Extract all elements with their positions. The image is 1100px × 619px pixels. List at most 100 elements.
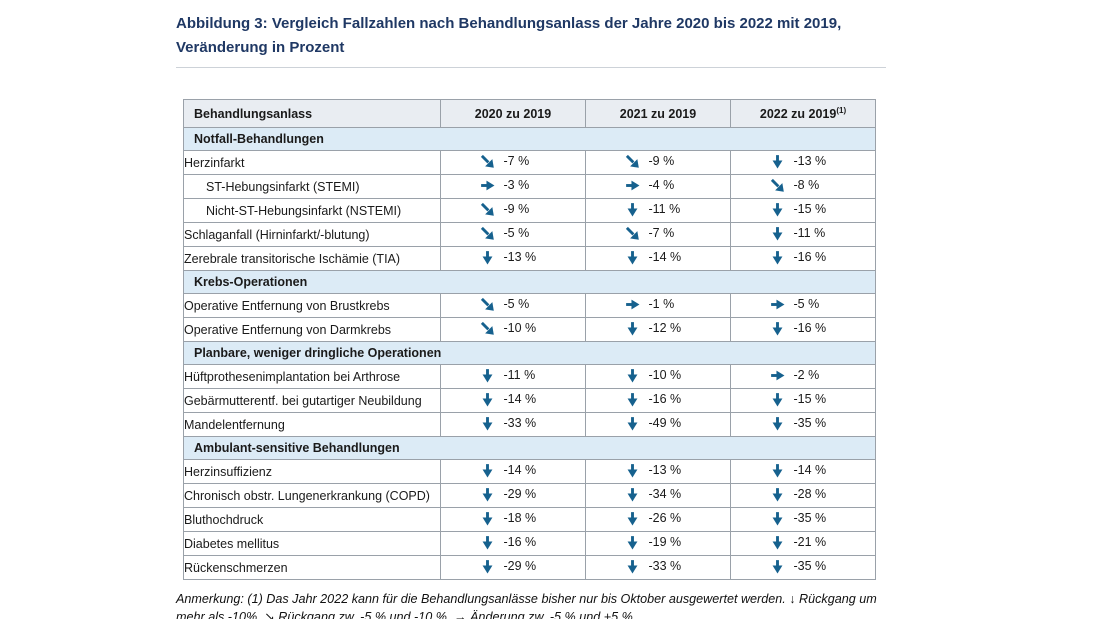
value-wrap: -14 % [479, 462, 548, 479]
section-header-row: Notfall-Behandlungen [183, 127, 876, 151]
down-arrow-icon [769, 558, 787, 575]
table-row: Mandelentfernung -33 % -49 % -35 % [183, 412, 876, 437]
table-row: Diabetes mellitus -16 % -19 % -21 % [183, 531, 876, 556]
value-wrap: -16 % [624, 391, 693, 408]
value-wrap: -5 % [769, 296, 838, 313]
value-text: -10 % [648, 368, 682, 382]
value-text: -16 % [793, 250, 827, 264]
down-arrow-icon [769, 534, 787, 551]
value-cell: -10 % [440, 317, 586, 342]
down-arrow-icon [479, 534, 497, 551]
table-row: Operative Entfernung von Darmkrebs -10 % -… [183, 317, 876, 342]
value-text: -19 % [648, 535, 682, 549]
table-row: Bluthochdruck -18 % -26 % -35 % [183, 507, 876, 532]
value-wrap: -5 % [479, 296, 548, 313]
value-text: -14 % [793, 463, 827, 477]
value-cell: -14 % [440, 459, 586, 484]
column-header-2022: 2022 zu 2019(1) [730, 99, 876, 128]
right-arrow-icon [769, 367, 787, 384]
value-cell: -8 % [730, 174, 876, 199]
value-cell: -35 % [730, 555, 876, 580]
down-arrow-icon [624, 249, 642, 266]
value-cell: -9 % [440, 198, 586, 223]
section-header-row: Planbare, weniger dringliche Operationen [183, 341, 876, 365]
row-label: Operative Entfernung von Brustkrebs [183, 293, 441, 318]
footnote-text: Anmerkung: (1) Das Jahr 2022 kann für di… [176, 592, 877, 619]
row-label: Operative Entfernung von Darmkrebs [183, 317, 441, 342]
value-cell: -12 % [585, 317, 731, 342]
figure-title-line1: Abbildung 3: Vergleich Fallzahlen nach B… [176, 15, 842, 32]
table-row: Zerebrale transitorische Ischämie (TIA) -… [183, 246, 876, 271]
value-text: -34 % [648, 487, 682, 501]
table-row: Rückenschmerzen -29 % -33 % -35 % [183, 555, 876, 580]
value-cell: -7 % [440, 150, 586, 175]
diagonal-down-arrow-icon [479, 201, 497, 218]
table-row: Gebärmutterentf. bei gutartiger Neubildu… [183, 388, 876, 413]
value-cell: -19 % [585, 531, 731, 556]
value-wrap: -18 % [479, 510, 548, 527]
value-text: -7 % [648, 226, 675, 240]
title-divider [176, 67, 886, 68]
value-cell: -5 % [730, 293, 876, 318]
section-title: Planbare, weniger dringliche Operationen [183, 341, 876, 365]
value-text: -21 % [793, 535, 827, 549]
value-cell: -16 % [730, 317, 876, 342]
value-wrap: -28 % [769, 486, 838, 503]
value-cell: -29 % [440, 555, 586, 580]
down-arrow-icon [479, 249, 497, 266]
down-arrow-icon [479, 415, 497, 432]
value-wrap: -15 % [769, 391, 838, 408]
down-arrow-icon [479, 510, 497, 527]
value-cell: -35 % [730, 412, 876, 437]
section-title: Notfall-Behandlungen [183, 127, 876, 151]
value-text: -13 % [503, 250, 537, 264]
table-row: Herzinfarkt -7 % -9 % -13 % [183, 150, 876, 175]
right-arrow-icon [624, 177, 642, 194]
value-cell: -9 % [585, 150, 731, 175]
value-text: -33 % [503, 416, 537, 430]
value-cell: -26 % [585, 507, 731, 532]
right-arrow-icon [624, 296, 642, 313]
value-text: -2 % [793, 368, 820, 382]
value-wrap: -34 % [624, 486, 693, 503]
diagonal-down-arrow-icon [479, 320, 497, 337]
value-cell: -34 % [585, 483, 731, 508]
value-wrap: -14 % [624, 249, 693, 266]
value-wrap: -12 % [624, 320, 693, 337]
value-text: -13 % [648, 463, 682, 477]
value-wrap: -33 % [479, 415, 548, 432]
value-text: -15 % [793, 392, 827, 406]
value-text: -5 % [503, 226, 530, 240]
value-cell: -29 % [440, 483, 586, 508]
value-wrap: -16 % [479, 534, 548, 551]
column-header-2021: 2021 zu 2019 [585, 99, 731, 128]
value-wrap: -14 % [479, 391, 548, 408]
row-label: Mandelentfernung [183, 412, 441, 437]
value-wrap: -7 % [624, 225, 693, 242]
value-wrap: -29 % [479, 486, 548, 503]
value-text: -11 % [503, 368, 536, 382]
value-cell: -14 % [730, 459, 876, 484]
diagonal-down-arrow-icon [479, 225, 497, 242]
value-text: -8 % [793, 178, 820, 192]
down-arrow-icon [479, 486, 497, 503]
value-cell: -13 % [730, 150, 876, 175]
value-wrap: -26 % [624, 510, 693, 527]
down-arrow-icon [624, 534, 642, 551]
value-text: -26 % [648, 511, 682, 525]
value-wrap: -9 % [624, 153, 693, 170]
right-arrow-icon [479, 177, 497, 194]
value-wrap: -13 % [479, 249, 548, 266]
value-text: -35 % [793, 416, 827, 430]
value-text: -13 % [793, 154, 827, 168]
value-text: -16 % [503, 535, 537, 549]
value-cell: -1 % [585, 293, 731, 318]
table-row: ST-Hebungsinfarkt (STEMI) -3 % -4 % -8 % [183, 174, 876, 199]
value-cell: -2 % [730, 364, 876, 389]
value-text: -15 % [793, 202, 827, 216]
value-cell: -5 % [440, 222, 586, 247]
value-cell: -15 % [730, 388, 876, 413]
row-label: Diabetes mellitus [183, 531, 441, 556]
column-header-2022-text: 2022 zu 2019 [759, 106, 837, 121]
